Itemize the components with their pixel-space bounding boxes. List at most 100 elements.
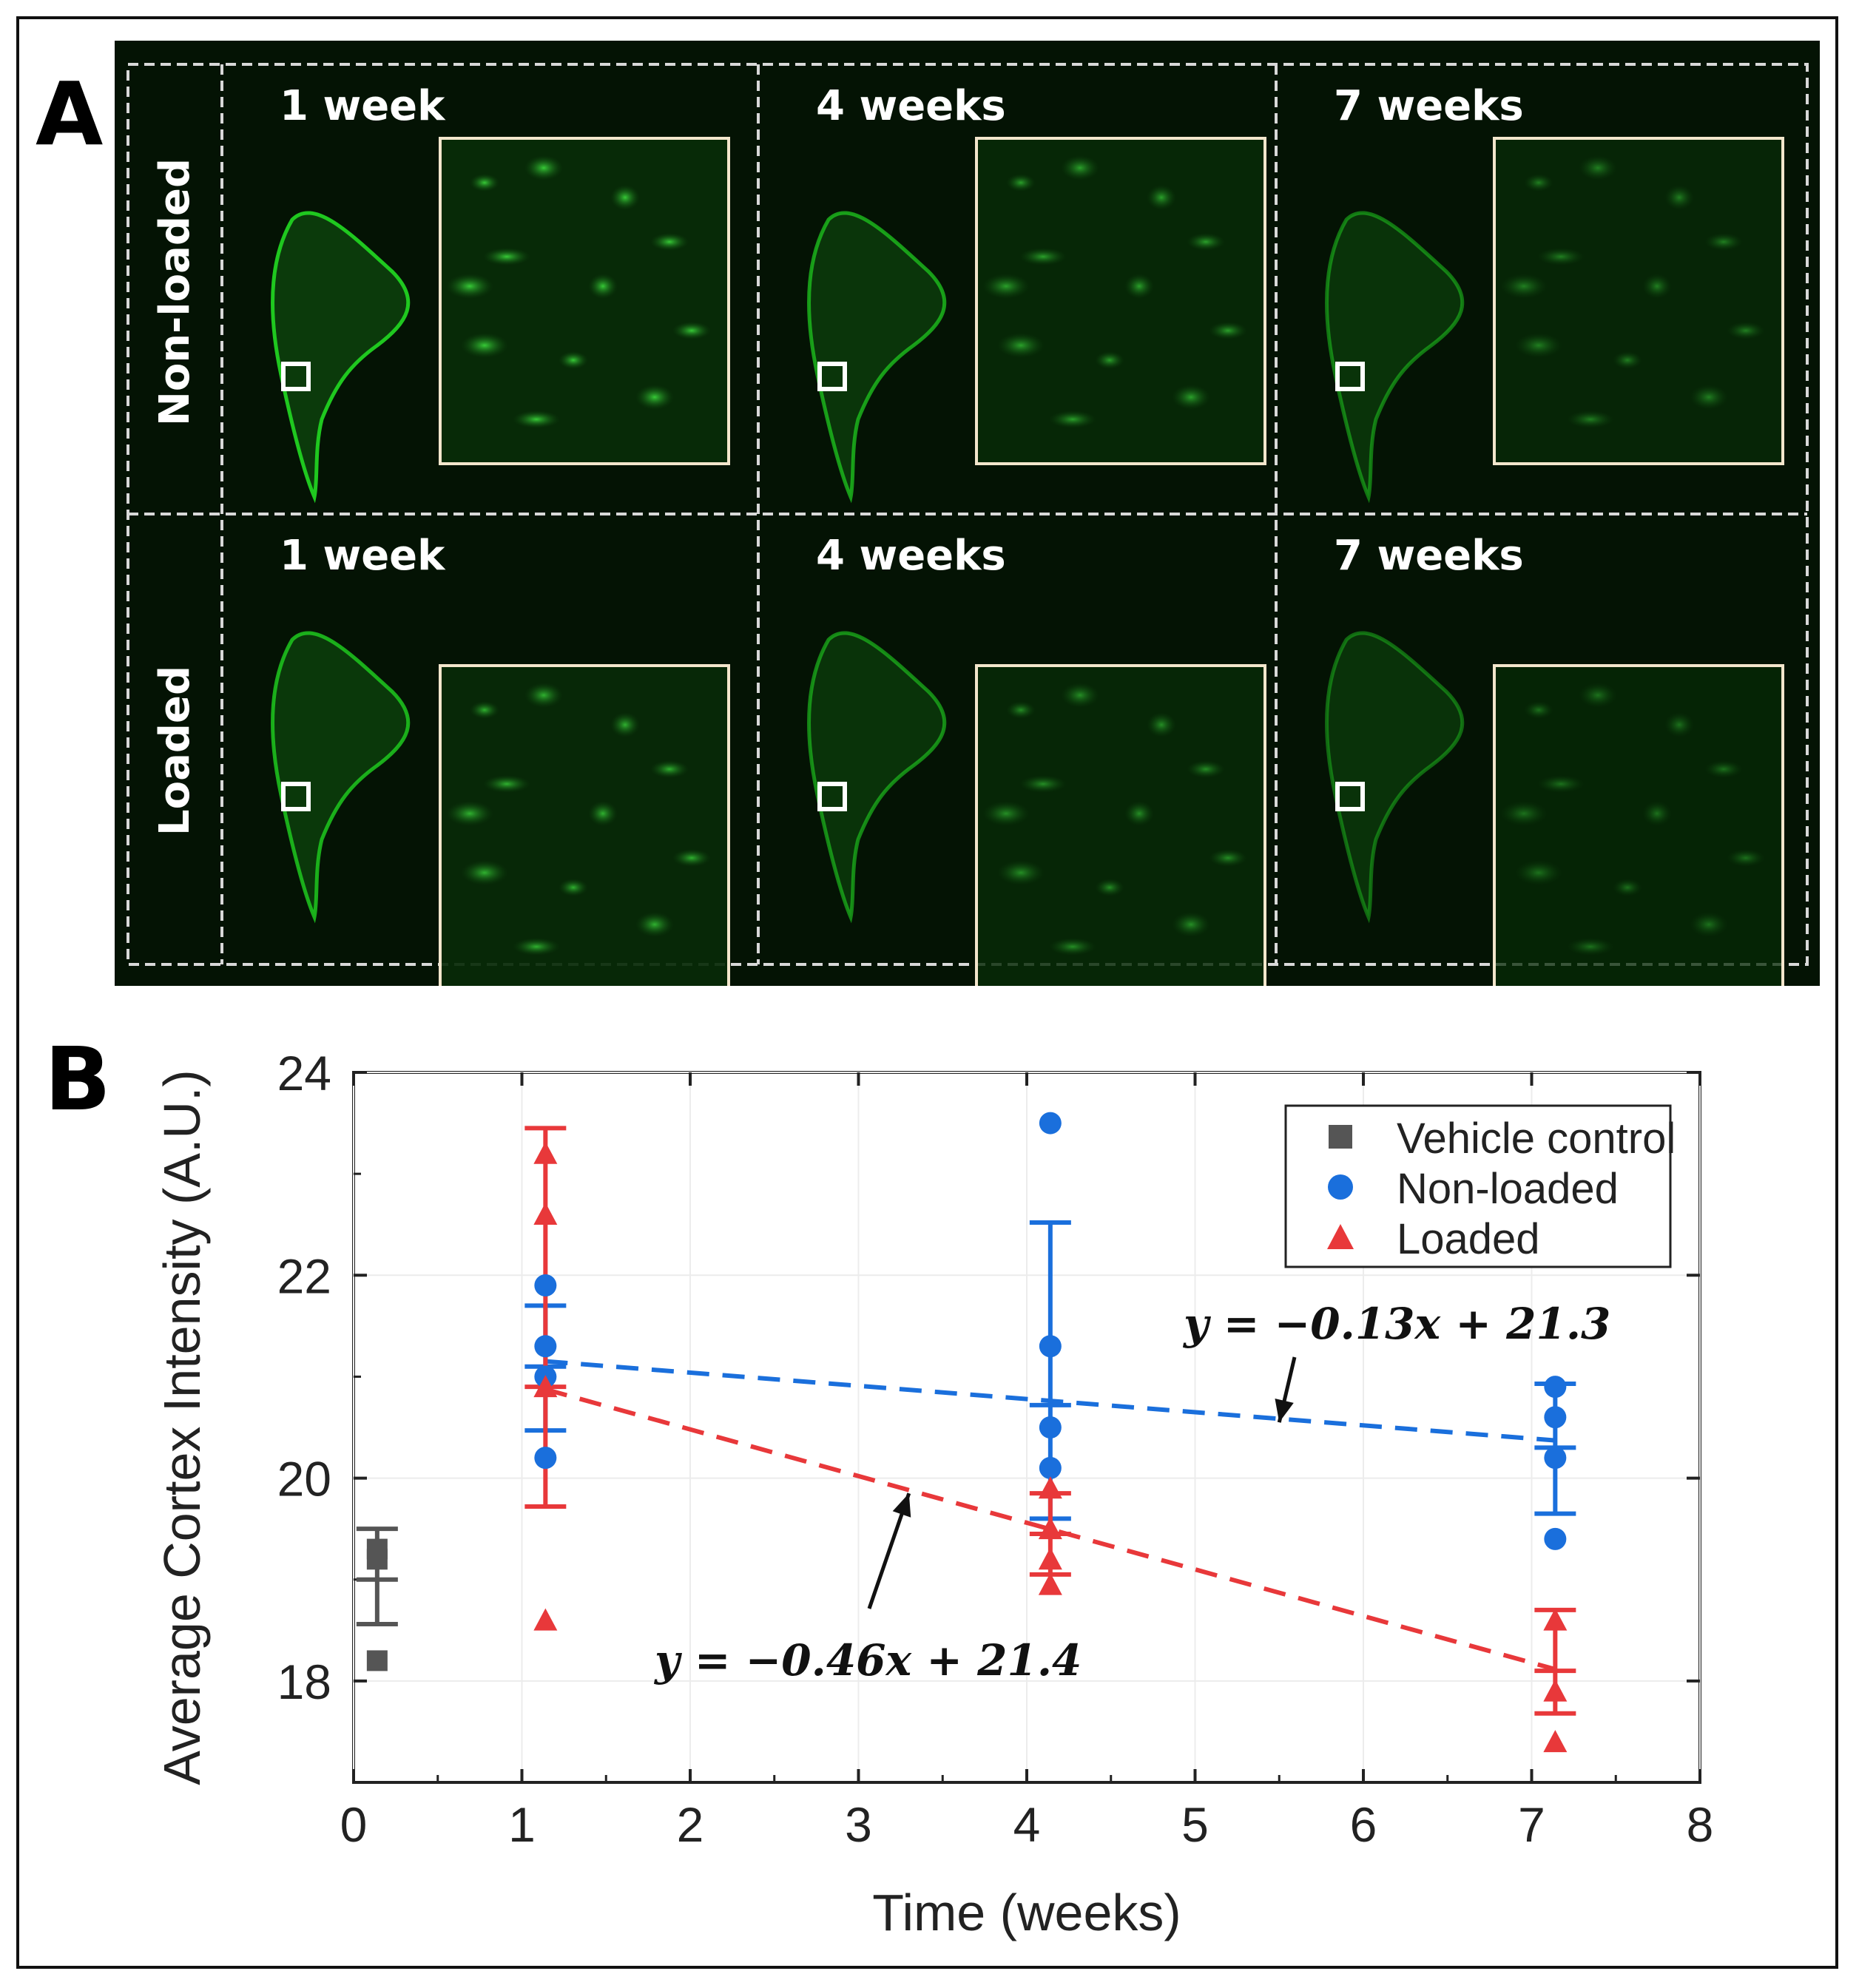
lacuna-speck	[1172, 385, 1210, 410]
x-tick-label: 3	[845, 1797, 872, 1852]
lacuna-speck	[982, 801, 1030, 826]
lacuna-speck	[524, 683, 563, 708]
panel-label-b: B	[44, 1028, 111, 1130]
lacuna-speck	[1187, 760, 1225, 778]
data-point	[533, 1203, 558, 1225]
lacuna-speck	[1579, 683, 1617, 708]
lacuna-speck	[588, 801, 618, 826]
lacuna-speck	[982, 274, 1030, 299]
lacuna-speck	[650, 233, 689, 251]
lacuna-speck	[1537, 248, 1585, 266]
y-tick-label: 20	[277, 1452, 331, 1507]
legend-marker	[1328, 1174, 1353, 1200]
data-point	[1543, 1679, 1568, 1702]
y-tick-label: 24	[277, 1046, 331, 1100]
legend-label: Non-loaded	[1397, 1165, 1619, 1213]
zoom-inset	[975, 664, 1266, 993]
lacuna-speck	[1524, 174, 1553, 192]
data-point	[1038, 1517, 1062, 1540]
lacuna-speck	[1147, 185, 1176, 210]
data-point	[1038, 1476, 1062, 1499]
microscopy-grid: Non-loaded Loaded 1 week 4 weeks 7 weeks 1 …	[126, 63, 1809, 993]
roi-box	[817, 362, 847, 391]
roi-box	[1335, 362, 1365, 391]
data-point	[534, 1335, 557, 1358]
legend-label: Vehicle control	[1397, 1115, 1676, 1163]
data-point	[1544, 1527, 1567, 1550]
lacuna-speck	[1524, 701, 1553, 719]
lacuna-speck	[1567, 938, 1614, 956]
lacuna-speck	[997, 860, 1045, 885]
lacuna-speck	[1690, 912, 1728, 937]
time-label: 1 week	[280, 82, 446, 130]
lacuna-speck	[588, 274, 618, 299]
data-point	[1544, 1376, 1567, 1399]
lacuna-speck	[1172, 912, 1210, 937]
bone-section	[1325, 631, 1465, 924]
legend-marker	[1329, 1125, 1352, 1149]
micro-cell: 4 weeks	[807, 82, 1266, 504]
lacuna-speck	[1500, 801, 1548, 826]
y-tick-label: 18	[277, 1654, 331, 1709]
figure-frame	[16, 16, 1838, 1969]
data-point	[1039, 1335, 1062, 1358]
lacuna-speck	[524, 155, 563, 180]
lacuna-speck	[1061, 683, 1099, 708]
lacuna-speck	[1006, 174, 1036, 192]
lacuna-speck	[1049, 410, 1096, 428]
lacuna-speck	[1537, 775, 1585, 793]
lacuna-speck	[1613, 351, 1642, 369]
lacuna-speck	[1704, 233, 1743, 251]
lacuna-speck	[461, 860, 508, 885]
lacuna-speck	[483, 775, 530, 793]
data-point	[1039, 1456, 1062, 1479]
lacuna-speck	[1019, 248, 1067, 266]
micro-cell: 7 weeks	[1325, 82, 1784, 504]
zoom-inset	[439, 137, 730, 465]
lacuna-speck	[1567, 410, 1614, 428]
lacuna-speck	[610, 712, 640, 737]
dashed-grid-lines	[126, 63, 1809, 966]
data-point	[366, 1650, 388, 1671]
data-point	[533, 1141, 558, 1164]
time-label: 4 weeks	[816, 532, 1006, 580]
legend-label: Loaded	[1397, 1215, 1540, 1263]
data-point	[1039, 1416, 1062, 1438]
x-tick-label: 6	[1350, 1797, 1377, 1852]
lacuna-speck	[997, 333, 1045, 358]
lacuna-speck	[1500, 274, 1548, 299]
zoom-inset	[439, 664, 730, 993]
data-point	[534, 1274, 557, 1296]
roi-box	[281, 362, 311, 391]
panel-label-a: A	[36, 63, 104, 165]
lacuna-speck	[635, 912, 674, 937]
x-tick-label: 8	[1687, 1797, 1714, 1852]
lacuna-speck	[1613, 879, 1642, 896]
lacuna-speck	[1124, 274, 1154, 299]
lacuna-speck	[1147, 712, 1176, 737]
fit-equation: y = −0.13x + 21.3	[1182, 1299, 1610, 1349]
lacuna-speck	[1061, 155, 1099, 180]
micro-cell: 4 weeks	[807, 532, 1266, 993]
row-label-non-loaded: Non-loaded	[151, 158, 199, 426]
data-point	[1544, 1447, 1567, 1470]
lacuna-speck	[650, 760, 689, 778]
time-label: 1 week	[280, 532, 446, 580]
bone-section	[807, 631, 947, 924]
time-label: 7 weeks	[1334, 82, 1524, 130]
lacuna-speck	[1006, 701, 1036, 719]
x-tick-label: 1	[508, 1797, 536, 1852]
lacuna-speck	[1642, 801, 1672, 826]
zoom-inset	[1493, 137, 1784, 465]
arrow-head	[1275, 1398, 1294, 1423]
lacuna-speck	[559, 351, 588, 369]
lacuna-speck	[461, 333, 508, 358]
zoom-inset	[975, 137, 1266, 465]
data-point	[1038, 1547, 1062, 1570]
lacuna-speck	[1727, 322, 1765, 339]
micro-cell: 1 week	[271, 532, 730, 993]
arrow-head	[892, 1493, 911, 1518]
lacuna-speck	[635, 385, 674, 410]
lacuna-speck	[483, 248, 530, 266]
